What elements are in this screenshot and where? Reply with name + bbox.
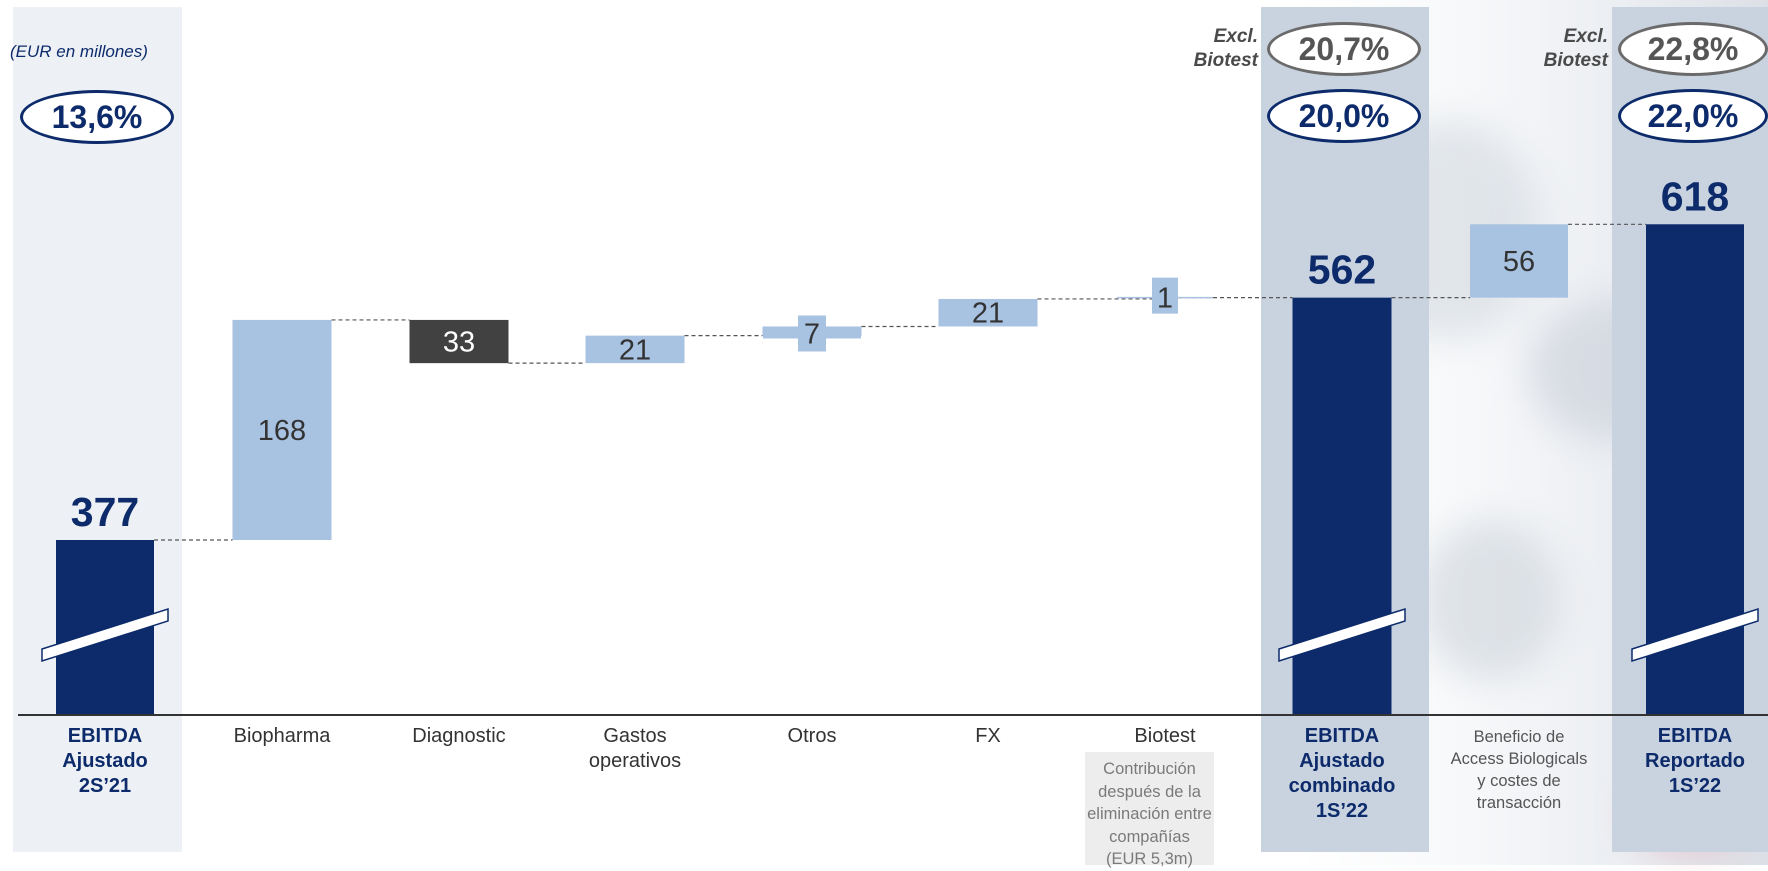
step-value-label: 56 xyxy=(1503,246,1535,278)
step-value-label: 21 xyxy=(972,298,1004,330)
unit-note: (EUR en millones) xyxy=(10,42,148,61)
biotest-note-line: después de la xyxy=(1098,782,1201,801)
axis-break-mark xyxy=(1278,607,1406,663)
category-label: 1S’22 xyxy=(1316,800,1368,822)
category-label: Reportado xyxy=(1645,750,1745,772)
total-value-label: 618 xyxy=(1661,173,1729,219)
step-value-label: 168 xyxy=(258,415,306,447)
photo-shape xyxy=(1420,520,1560,680)
excl-biotest-label-reportado: Excl. Biotest xyxy=(1500,25,1608,73)
increase-bar-otros-label-box xyxy=(798,315,826,352)
category-label: 1S’22 xyxy=(1669,775,1721,797)
category-label: transacción xyxy=(1477,794,1561,812)
excl-biotest-label-combinado: Excl. Biotest xyxy=(1150,25,1258,73)
axis-break-mark xyxy=(1631,607,1759,663)
increase-bar xyxy=(232,319,332,540)
category-label: Otros xyxy=(788,725,837,747)
category-label: EBITDA xyxy=(1658,725,1732,747)
category-label: Diagnostic xyxy=(412,725,505,747)
margin-badge-combinado-excl: 20,7% xyxy=(1267,22,1421,76)
category-label: EBITDA xyxy=(1305,725,1379,747)
category-label: Ajustado xyxy=(1299,750,1385,772)
step-value-label: 7 xyxy=(804,318,820,350)
excl-label-line2: Biotest xyxy=(1193,50,1258,71)
biotest-note-line: eliminación entre xyxy=(1087,805,1212,823)
category-label: combinado xyxy=(1289,775,1396,797)
total-value-label: 377 xyxy=(71,489,139,535)
margin-badge-start: 13,6% xyxy=(20,90,174,144)
category-label: FX xyxy=(975,725,1001,747)
category-label: Biotest xyxy=(1134,725,1196,747)
margin-badge-combinado: 20,0% xyxy=(1267,89,1421,143)
biotest-note: Contribución después de la eliminación e… xyxy=(1085,758,1214,871)
category-label: operativos xyxy=(589,750,681,772)
excl-label-line1: Excl. xyxy=(1563,26,1608,47)
category-label: Ajustado xyxy=(62,750,148,772)
step-value-label: 33 xyxy=(443,327,475,359)
category-label: Access Biologicals xyxy=(1451,750,1588,768)
category-label: Gastos xyxy=(603,725,666,747)
decrease-bar xyxy=(409,319,509,364)
total-value-label: 562 xyxy=(1308,247,1376,293)
excl-label-line1: Excl. xyxy=(1213,26,1258,47)
margin-badge-reportado: 22,0% xyxy=(1618,89,1768,143)
category-label: Biopharma xyxy=(234,725,332,747)
increase-bar-biotest-label-box xyxy=(1152,277,1178,314)
biotest-note-line: (EUR 5,3m) xyxy=(1105,850,1194,868)
category-label: EBITDA xyxy=(68,725,142,747)
category-label: y costes de xyxy=(1477,772,1560,790)
step-value-label: 1 xyxy=(1157,283,1173,315)
increase-bar xyxy=(585,335,685,364)
category-label: 2S’21 xyxy=(79,775,131,797)
margin-badge-reportado-excl: 22,8% xyxy=(1618,22,1768,76)
increase-bar xyxy=(1470,224,1568,298)
axis-break-mark xyxy=(41,607,169,663)
biotest-note-line: Contribución xyxy=(1103,760,1196,778)
step-value-label: 21 xyxy=(619,334,651,366)
increase-bar xyxy=(938,298,1038,327)
biotest-note-line: compañías xyxy=(1109,827,1190,846)
excl-label-line2: Biotest xyxy=(1543,50,1608,71)
category-label: Beneficio de xyxy=(1474,728,1565,746)
biotest-note-box xyxy=(1085,752,1214,865)
